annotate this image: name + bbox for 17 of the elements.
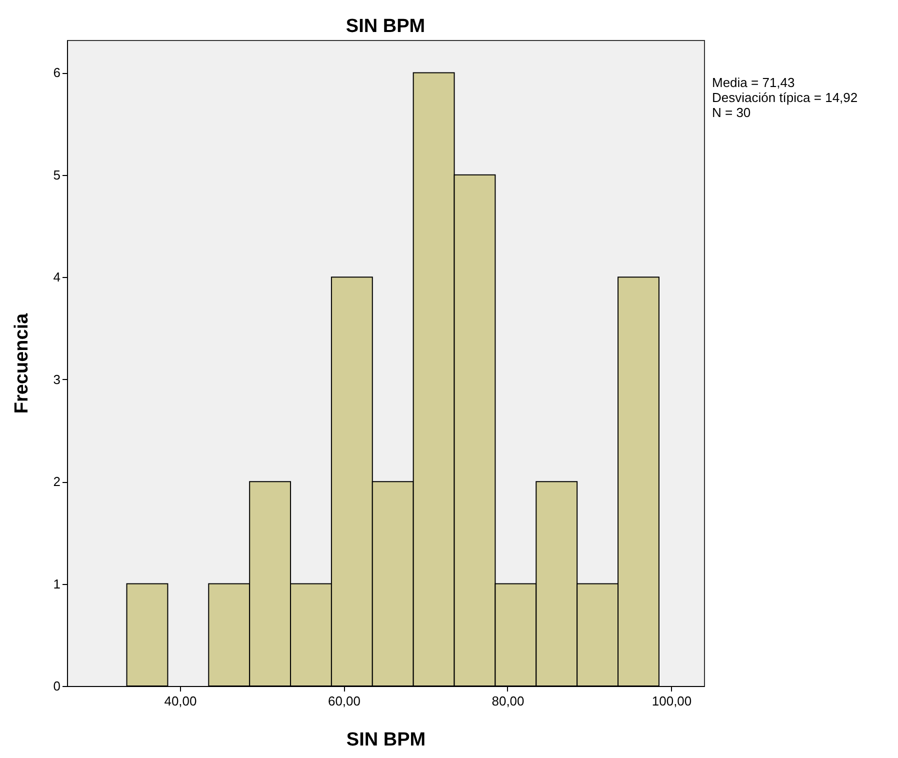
text: Desviación típica = 14,92 xyxy=(712,90,858,105)
y-axis-title: Frecuencia xyxy=(11,312,32,414)
y-tick-label: 1 xyxy=(53,576,60,592)
x-axis-title: SIN BPM xyxy=(346,730,426,750)
x-tick-label: 40,00 xyxy=(164,694,197,708)
x-tick-label: 80,00 xyxy=(492,694,524,708)
y-tick-label: 5 xyxy=(53,167,60,182)
x-tick-label: 100,00 xyxy=(652,694,692,708)
text: Media = 71,43 xyxy=(712,75,796,90)
y-tick-label: 0 xyxy=(53,678,60,694)
y-tick-label: 3 xyxy=(53,372,60,387)
y-tick-label: 4 xyxy=(53,270,60,285)
y-tick-label: 2 xyxy=(53,474,60,490)
chart-title: SIN BPM xyxy=(346,16,426,37)
x-tick-label: 60,00 xyxy=(328,694,361,708)
y-tick-label: 6 xyxy=(53,65,60,80)
text: N = 30 xyxy=(712,105,752,120)
